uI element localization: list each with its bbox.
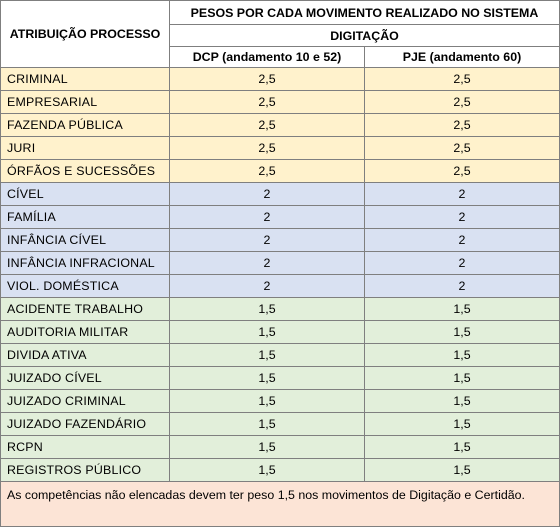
row-dcp-value: 1,5 xyxy=(169,435,365,459)
row-dcp-value: 1,5 xyxy=(169,412,365,436)
row-pje-value: 2 xyxy=(364,228,560,252)
row-pje-value: 1,5 xyxy=(364,412,560,436)
row-label: EMPRESARIAL xyxy=(0,90,170,114)
table-row: FAZENDA PÚBLICA 2,5 2,5 xyxy=(0,113,560,137)
row-dcp-value: 1,5 xyxy=(169,366,365,390)
row-dcp-value: 1,5 xyxy=(169,297,365,321)
table-row: FAMÍLIA 2 2 xyxy=(0,205,560,229)
table-row: EMPRESARIAL 2,5 2,5 xyxy=(0,90,560,114)
row-label: ACIDENTE TRABALHO xyxy=(0,297,170,321)
row-label: ÓRFÃOS E SUCESSÕES xyxy=(0,159,170,183)
row-label: AUDITORIA MILITAR xyxy=(0,320,170,344)
row-label: INFÂNCIA INFRACIONAL xyxy=(0,251,170,275)
row-dcp-value: 2,5 xyxy=(169,113,365,137)
table-row: INFÂNCIA CÍVEL 2 2 xyxy=(0,228,560,252)
row-pje-value: 2 xyxy=(364,251,560,275)
row-label: JUIZADO FAZENDÁRIO xyxy=(0,412,170,436)
header-stub: ATRIBUIÇÃO PROCESSO xyxy=(0,0,170,68)
row-pje-value: 2 xyxy=(364,274,560,298)
row-label: REGISTROS PÚBLICO xyxy=(0,458,170,482)
table-row: CÍVEL 2 2 xyxy=(0,182,560,206)
row-pje-value: 2,5 xyxy=(364,159,560,183)
row-pje-value: 1,5 xyxy=(364,297,560,321)
table-row: DIVIDA ATIVA 1,5 1,5 xyxy=(0,343,560,367)
table-row: ÓRFÃOS E SUCESSÕES 2,5 2,5 xyxy=(0,159,560,183)
row-pje-value: 1,5 xyxy=(364,366,560,390)
table-row: JUIZADO FAZENDÁRIO 1,5 1,5 xyxy=(0,412,560,436)
row-dcp-value: 2,5 xyxy=(169,67,365,91)
row-pje-value: 1,5 xyxy=(364,320,560,344)
table-body: CRIMINAL 2,5 2,5 EMPRESARIAL 2,5 2,5 FAZENDA P… xyxy=(0,67,560,482)
row-dcp-value: 2,5 xyxy=(169,159,365,183)
header-col-dcp: DCP (andamento 10 e 52) xyxy=(169,46,365,68)
row-dcp-value: 2 xyxy=(169,205,365,229)
table-row: AUDITORIA MILITAR 1,5 1,5 xyxy=(0,320,560,344)
table-row: REGISTROS PÚBLICO 1,5 1,5 xyxy=(0,458,560,482)
row-dcp-value: 1,5 xyxy=(169,320,365,344)
header-top: PESOS POR CADA MOVIMENTO REALIZADO NO SI… xyxy=(169,0,560,25)
row-pje-value: 1,5 xyxy=(364,458,560,482)
row-dcp-value: 2 xyxy=(169,182,365,206)
row-dcp-value: 1,5 xyxy=(169,389,365,413)
row-label: DIVIDA ATIVA xyxy=(0,343,170,367)
row-dcp-value: 1,5 xyxy=(169,458,365,482)
table-row: JURI 2,5 2,5 xyxy=(0,136,560,160)
row-pje-value: 2 xyxy=(364,182,560,206)
row-pje-value: 2,5 xyxy=(364,90,560,114)
row-label: FAMÍLIA xyxy=(0,205,170,229)
table-row: CRIMINAL 2,5 2,5 xyxy=(0,67,560,91)
table-row: ACIDENTE TRABALHO 1,5 1,5 xyxy=(0,297,560,321)
row-dcp-value: 2,5 xyxy=(169,90,365,114)
row-label: INFÂNCIA CÍVEL xyxy=(0,228,170,252)
row-dcp-value: 1,5 xyxy=(169,343,365,367)
row-label: FAZENDA PÚBLICA xyxy=(0,113,170,137)
header-col-pje: PJE (andamento 60) xyxy=(364,46,560,68)
row-pje-value: 1,5 xyxy=(364,435,560,459)
footnote: As competências não elencadas devem ter … xyxy=(0,481,560,527)
row-pje-value: 2,5 xyxy=(364,67,560,91)
table-row: VIOL. DOMÉSTICA 2 2 xyxy=(0,274,560,298)
table-row: INFÂNCIA INFRACIONAL 2 2 xyxy=(0,251,560,275)
table-row: JUIZADO CÍVEL 1,5 1,5 xyxy=(0,366,560,390)
row-pje-value: 1,5 xyxy=(364,343,560,367)
row-pje-value: 2,5 xyxy=(364,113,560,137)
row-pje-value: 2,5 xyxy=(364,136,560,160)
row-dcp-value: 2 xyxy=(169,251,365,275)
header-middle: DIGITAÇÃO xyxy=(169,24,560,47)
row-label: RCPN xyxy=(0,435,170,459)
row-pje-value: 1,5 xyxy=(364,389,560,413)
row-label: VIOL. DOMÉSTICA xyxy=(0,274,170,298)
row-label: CÍVEL xyxy=(0,182,170,206)
table-row: RCPN 1,5 1,5 xyxy=(0,435,560,459)
row-pje-value: 2 xyxy=(364,205,560,229)
row-label: CRIMINAL xyxy=(0,67,170,91)
row-dcp-value: 2 xyxy=(169,274,365,298)
row-label: JUIZADO CÍVEL xyxy=(0,366,170,390)
row-dcp-value: 2,5 xyxy=(169,136,365,160)
row-dcp-value: 2 xyxy=(169,228,365,252)
row-label: JURI xyxy=(0,136,170,160)
table-row: JUIZADO CRIMINAL 1,5 1,5 xyxy=(0,389,560,413)
row-label: JUIZADO CRIMINAL xyxy=(0,389,170,413)
